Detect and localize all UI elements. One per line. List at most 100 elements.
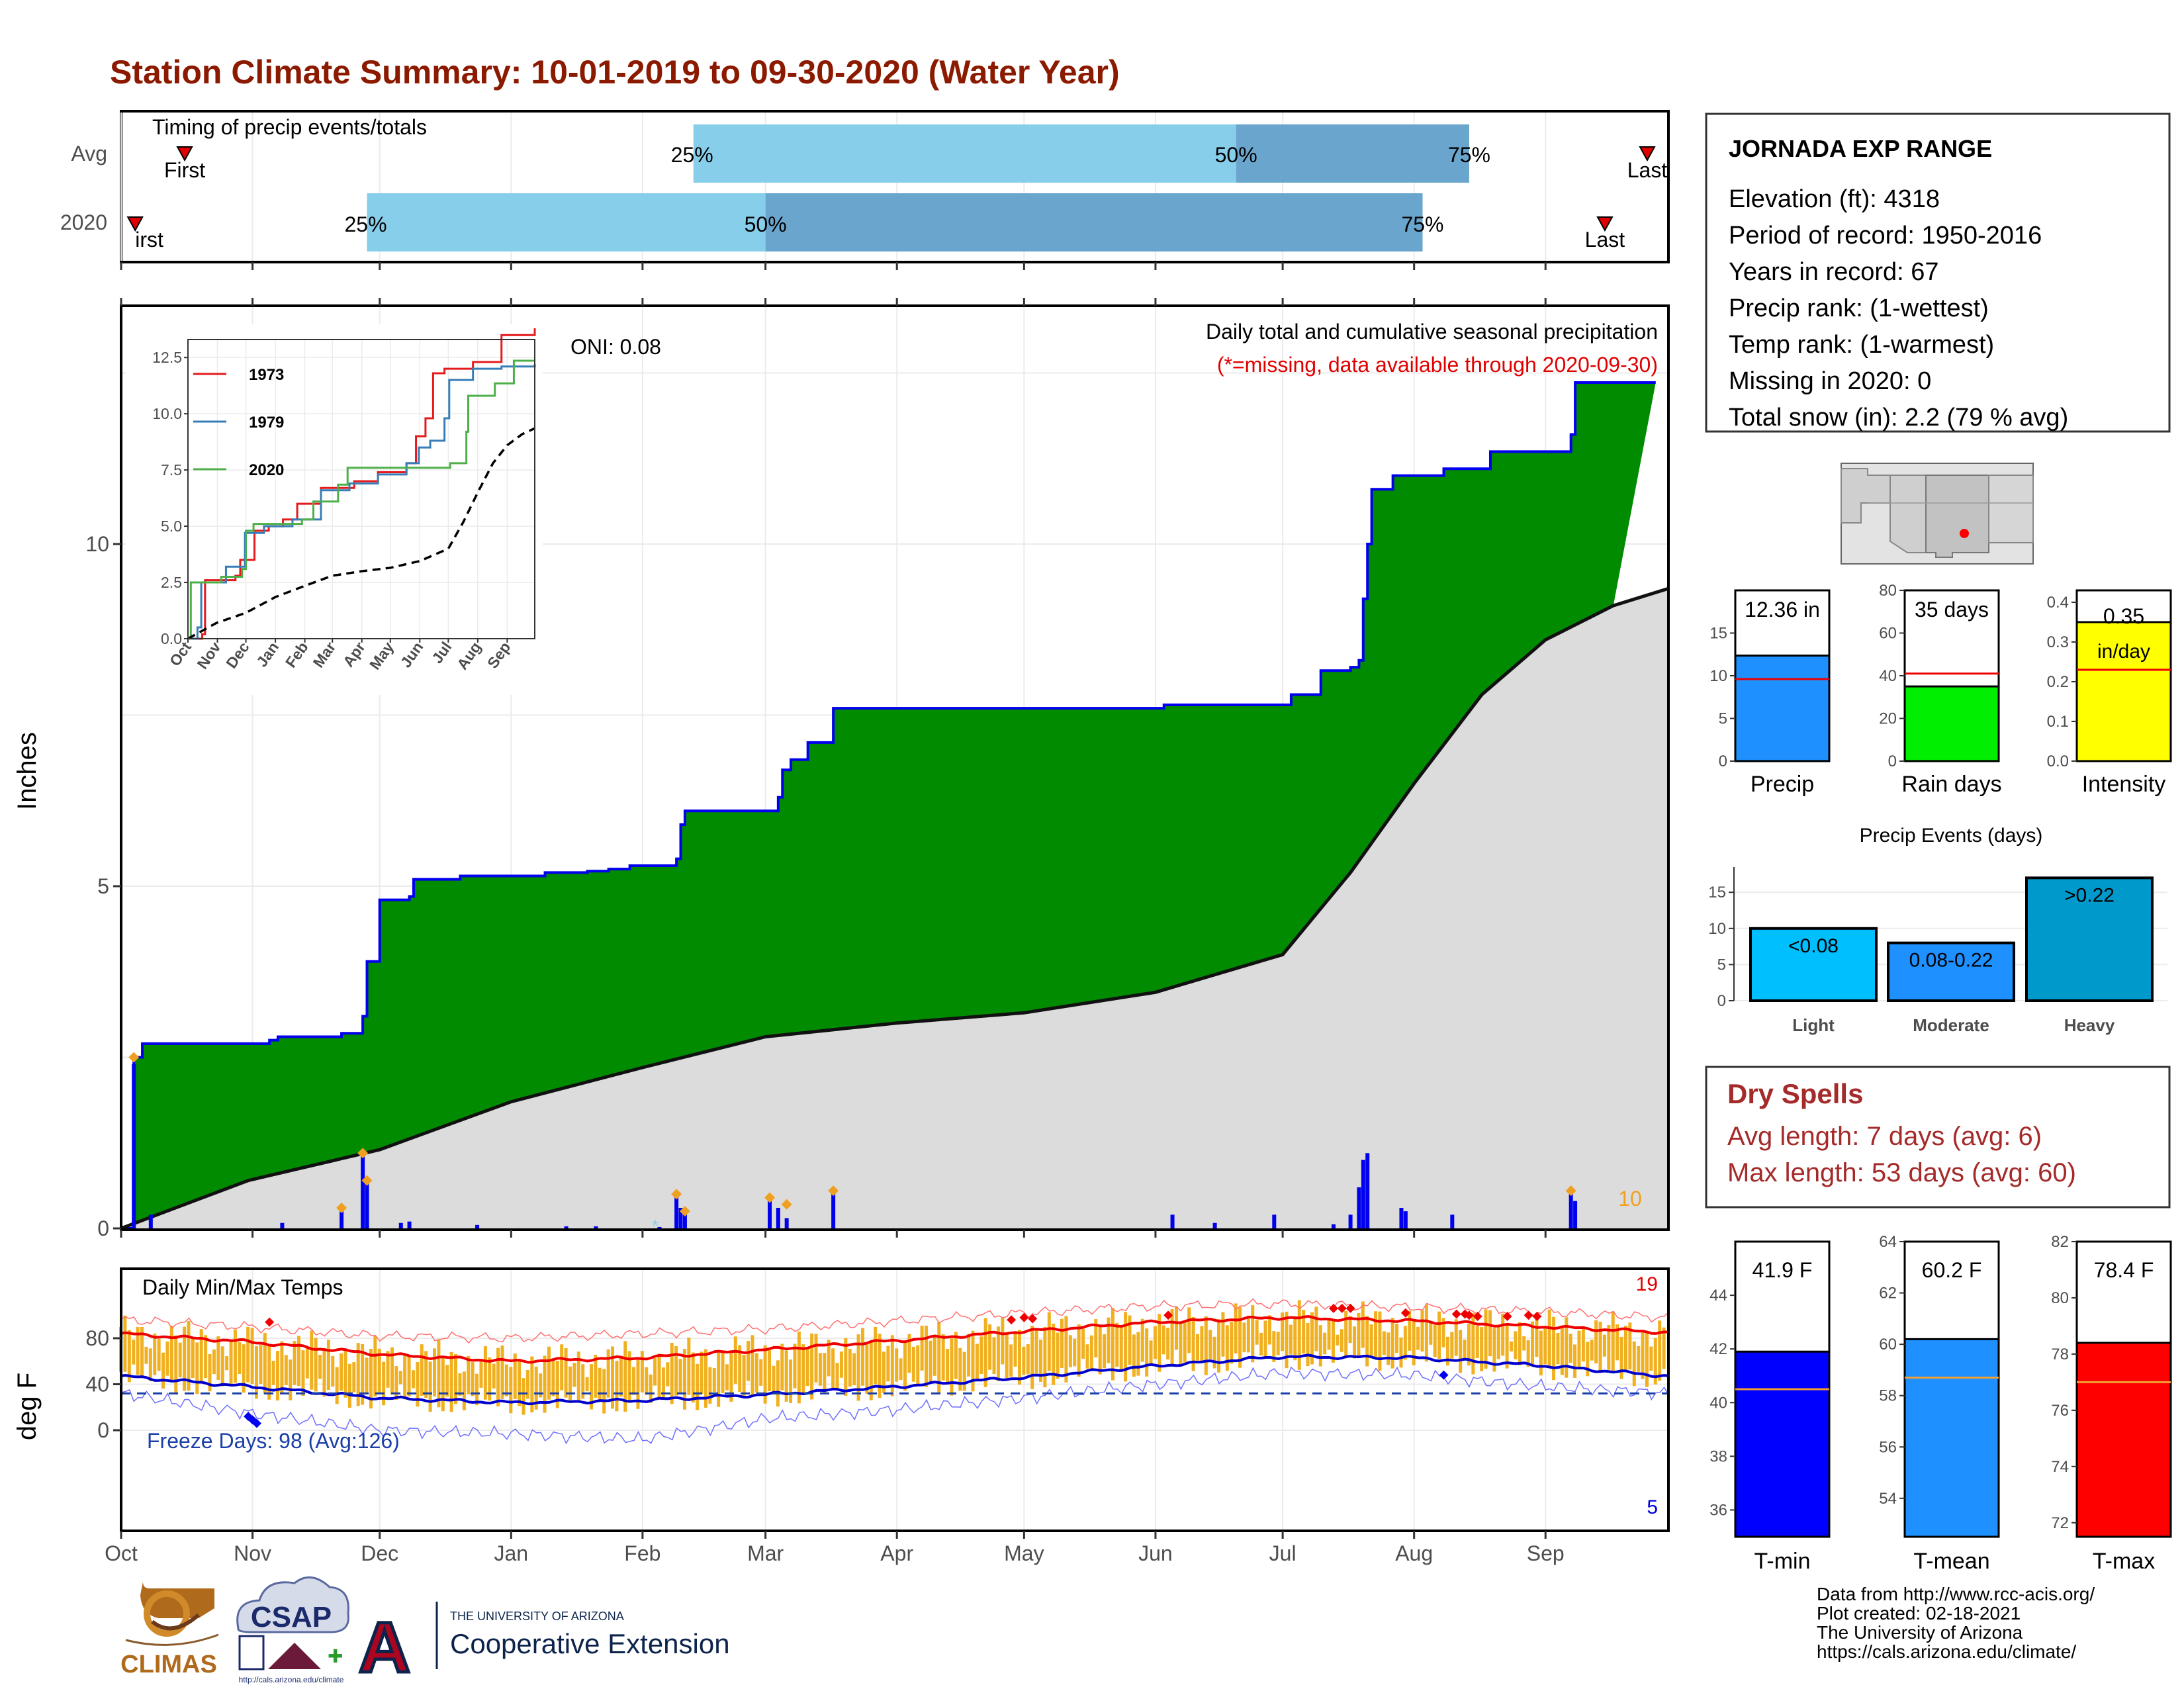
daily-temp-range-bar [1289, 1324, 1293, 1355]
record-high-diamond [1524, 1310, 1533, 1320]
daily-temp-range-bar [708, 1367, 712, 1404]
station-line-elevation: Elevation (ft): 4318 [1729, 185, 1940, 213]
station-location-marker [1960, 529, 1969, 538]
daily-temp-range-bar [1607, 1324, 1611, 1370]
daily-temp-range-bar [132, 1340, 136, 1365]
daily-temp-range-bar [852, 1353, 856, 1386]
daily-temp-range-bar [322, 1348, 326, 1397]
rain-days-label: Rain days [1901, 772, 2001, 797]
precip-event-diamond [361, 1175, 373, 1186]
record-high-diamond [1337, 1303, 1347, 1313]
daily-temp-range-bar [1064, 1316, 1068, 1383]
timing-avg-first-marker [176, 146, 193, 162]
daily-temp-range-bar [751, 1335, 754, 1397]
events-y-tick-label: 15 [1708, 884, 1726, 901]
daily-precip-bar [1348, 1214, 1353, 1228]
daily-temp-range-bar [1369, 1324, 1373, 1356]
rain-days-value: 35 days [1915, 598, 1989, 621]
daily-temp-range-bar [539, 1373, 543, 1398]
timing-label: Timing of precip events/totals [152, 115, 427, 139]
month-label-feb: Feb [624, 1541, 660, 1565]
t-max-y-tick-label: 74 [2051, 1458, 2069, 1476]
precip-event-diamond [764, 1192, 776, 1203]
daily-temp-range-bar [661, 1367, 665, 1398]
t-mean-y-tick-label: 62 [1879, 1285, 1897, 1303]
daily-temp-range-bar [1225, 1325, 1229, 1371]
record-min-line [120, 1366, 1669, 1445]
daily-temp-range-bar [1208, 1330, 1212, 1359]
daily-temp-range-bar [1161, 1325, 1165, 1355]
daily-temp-range-bar [776, 1360, 780, 1407]
daily-temp-range-bar [1615, 1324, 1619, 1361]
daily-temp-range-bar [615, 1361, 619, 1412]
average-cumulative-line [120, 586, 1669, 1230]
daily-temp-range-bar [700, 1351, 704, 1394]
daily-temp-range-bar [1204, 1316, 1208, 1375]
daily-temp-range-bar [445, 1365, 449, 1397]
daily-temp-range-bar [1522, 1336, 1526, 1351]
inset-y-tick-label: 0.0 [161, 630, 182, 647]
daily-temp-range-bar [1166, 1328, 1170, 1360]
daily-precip-bar [1170, 1214, 1175, 1228]
daily-precip-bar [280, 1222, 285, 1228]
t-max-y-tick-label: 76 [2051, 1402, 2069, 1420]
timing-avg-label-25: 25% [671, 143, 713, 167]
daily-temp-range-bar [471, 1362, 475, 1396]
precip-y-tick-label: 0 [97, 1216, 109, 1240]
daily-temp-range-bar [602, 1369, 606, 1414]
daily-precip-bar [475, 1224, 480, 1228]
daily-temp-range-bar [318, 1355, 322, 1379]
daily-temp-range-bar [1387, 1332, 1390, 1365]
daily-temp-range-bar [1234, 1303, 1238, 1354]
page-title: Station Climate Summary: 10-01-2019 to 0… [110, 54, 1120, 91]
daily-temp-range-bar [407, 1355, 411, 1396]
daily-temp-range-bar [437, 1340, 441, 1408]
daily-temp-range-bar [174, 1335, 178, 1393]
daily-temp-range-bar [733, 1336, 737, 1384]
daily-temp-range-bar [246, 1327, 250, 1383]
daily-precip-bar [1361, 1160, 1365, 1228]
daily-temp-range-bar [1594, 1320, 1598, 1364]
inset-y-tick-label: 10.0 [152, 405, 182, 422]
daily-temp-range-bar [1200, 1326, 1204, 1361]
daily-temp-range-bar [1323, 1332, 1327, 1355]
month-label-mar: Mar [747, 1541, 784, 1565]
daily-temp-range-bar [1009, 1344, 1013, 1377]
daily-temp-range-bar [937, 1322, 941, 1394]
climas-logo-ring [144, 1590, 190, 1637]
t-mean-label: T-mean [1913, 1549, 1989, 1574]
intensity-unit: in/day [2097, 641, 2150, 663]
record-high-diamond [1451, 1309, 1461, 1319]
daily-temp-range-bar [555, 1361, 559, 1408]
daily-temp-range-bar [1382, 1331, 1386, 1355]
daily-temp-range-bar [1450, 1332, 1454, 1359]
t-mean-y-tick-label: 60 [1879, 1336, 1897, 1353]
daily-temp-range-bar [1424, 1304, 1428, 1362]
record-high-diamond [1532, 1311, 1542, 1321]
t-max-y-tick-label: 72 [2051, 1514, 2069, 1532]
inset-line-1979 [188, 364, 536, 640]
rain-days-y-tick-label: 40 [1879, 667, 1897, 685]
intensity-label: Intensity [2082, 772, 2166, 797]
daily-temp-range-bar [920, 1326, 924, 1371]
daily-temp-range-bar [1259, 1332, 1263, 1356]
daily-temp-range-bar [712, 1368, 716, 1393]
daily-temp-range-bar [479, 1360, 483, 1388]
daily-temp-range-bar [1399, 1337, 1403, 1368]
daily-temp-range-bar [1327, 1318, 1331, 1350]
daily-precip-bar [564, 1226, 569, 1228]
rain-days-y-tick-label: 0 [1888, 753, 1897, 770]
daily-temp-range-bar [1170, 1309, 1174, 1367]
daily-temp-range-bar [1263, 1320, 1267, 1358]
csap-rain-glyph [238, 1635, 265, 1670]
missing-data-star: * [652, 1216, 659, 1236]
daily-temp-range-bar [1017, 1330, 1021, 1385]
daily-temp-range-bar [454, 1353, 458, 1404]
daily-temp-range-bar [971, 1330, 975, 1392]
daily-temp-range-bar [1195, 1334, 1199, 1361]
freeze-days-label: Freeze Days: 98 (Avg:126) [147, 1429, 400, 1453]
daily-temp-range-bar [1526, 1340, 1530, 1367]
inset-y-tick-label: 7.5 [161, 461, 182, 479]
station-line-precip-rank: Precip rank: (1-wettest) [1729, 295, 1989, 322]
daily-temp-range-bar [1056, 1332, 1060, 1379]
